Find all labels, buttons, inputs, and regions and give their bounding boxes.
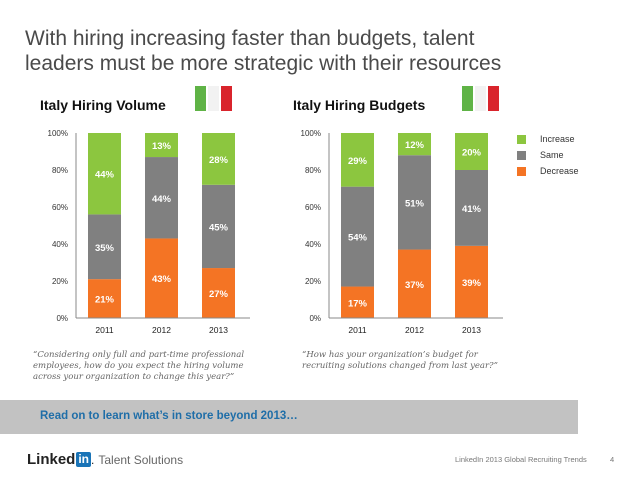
y-tick-label: 80% [52,166,68,175]
chart-title-hiring-budgets: Italy Hiring Budgets [293,97,426,113]
y-tick-label: 0% [56,314,68,323]
data-label: 35% [95,243,115,254]
bar-same-2012 [398,155,431,250]
bar-decrease-2011 [341,286,374,318]
bar-increase-2012 [145,133,178,158]
bar-decrease-2012 [398,249,431,318]
legend-label: Same [540,150,564,160]
data-label: 44% [95,170,115,181]
y-tick-label: 20% [305,277,321,286]
chart-title-hiring-volume: Italy Hiring Volume [40,97,166,113]
legend-swatch-decrease [517,166,526,176]
slide-title: With hiring increasing faster than budge… [25,26,625,76]
data-label: 27% [209,289,229,300]
linkedin-in-icon: in [76,452,92,467]
data-label: 39% [462,278,482,289]
data-label: 44% [152,194,172,205]
data-label: 37% [405,280,425,291]
data-label: 43% [152,274,172,285]
chart-hiring-budgets: 0% 20% 40% 60% 80% 100% 17% 54% 29% 2011 37% 51% 12%… [301,129,503,335]
data-label: 20% [462,148,482,159]
data-label: 12% [405,140,425,151]
legend-item-decrease: Decrease [517,163,579,179]
call-to-action-banner: Read on to learn what’s in store beyond … [0,400,578,434]
bar-decrease-2011 [88,279,121,318]
slide-title-line-1: With hiring increasing faster than budge… [25,27,475,50]
x-tick-label: 2013 [462,325,481,335]
legend-item-increase: Increase [517,131,579,147]
y-tick-label: 60% [52,203,68,212]
legend-swatch-increase [517,134,526,144]
slide-title-line-2: leaders must be more strategic with thei… [25,52,502,75]
data-label: 28% [209,155,229,166]
data-label: 54% [348,233,368,244]
italy-flag-icon [462,86,499,111]
bar-same-2013 [455,170,488,246]
bar-same-2012 [145,157,178,239]
y-tick-label: 40% [305,240,321,249]
y-tick-label: 100% [301,129,321,138]
y-tick-label: 40% [52,240,68,249]
data-label: 41% [462,204,482,215]
chart-hiring-volume: 0% 20% 40% 60% 80% 100% 21% 35% 44% 2011 43% 44% 13%… [48,129,250,335]
linkedin-talent-solutions-logo: Linked in . Talent Solutions [27,451,183,468]
banner-text: Read on to learn what’s in store beyond … [40,410,298,422]
logo-product-name: Talent Solutions [98,452,184,467]
bar-decrease-2013 [202,268,235,318]
data-label: 45% [209,222,229,233]
y-tick-label: 20% [52,277,68,286]
bar-decrease-2013 [455,245,488,318]
italy-flag-icon [195,86,232,111]
x-tick-label: 2011 [95,325,114,335]
bar-increase-2013 [202,133,235,185]
x-tick-label: 2012 [405,325,424,335]
x-tick-label: 2011 [348,325,367,335]
bar-decrease-2012 [145,238,178,318]
logo-linked: Linked [27,451,76,468]
footer-text: LinkedIn 2013 Global Recruiting Trends [455,455,587,464]
x-tick-label: 2013 [209,325,228,335]
bar-same-2011 [341,186,374,287]
y-tick-label: 80% [305,166,321,175]
bar-increase-2011 [341,133,374,187]
legend-label: Decrease [540,166,579,176]
bar-increase-2012 [398,133,431,156]
bar-same-2013 [202,184,235,269]
y-tick-label: 0% [309,314,321,323]
bar-increase-2013 [455,133,488,170]
data-label: 29% [348,156,368,167]
bar-increase-2011 [88,133,121,215]
survey-question-hiring-volume: “Considering only full and part-time pro… [33,350,245,382]
page-number: 4 [610,455,615,464]
data-label: 17% [348,298,368,309]
data-label: 13% [152,141,172,152]
data-label: 51% [405,198,425,209]
y-tick-label: 60% [305,203,321,212]
survey-question-hiring-budgets: “How has your organization’s budget for … [302,350,498,371]
y-tick-label: 100% [48,129,68,138]
chart-legend: Increase Same Decrease [517,131,579,179]
x-tick-label: 2012 [152,325,171,335]
logo-dot: . [91,452,95,467]
legend-label: Increase [540,134,575,144]
legend-swatch-same [517,150,526,160]
legend-item-same: Same [517,147,579,163]
data-label: 21% [95,295,115,306]
bar-same-2011 [88,214,121,280]
